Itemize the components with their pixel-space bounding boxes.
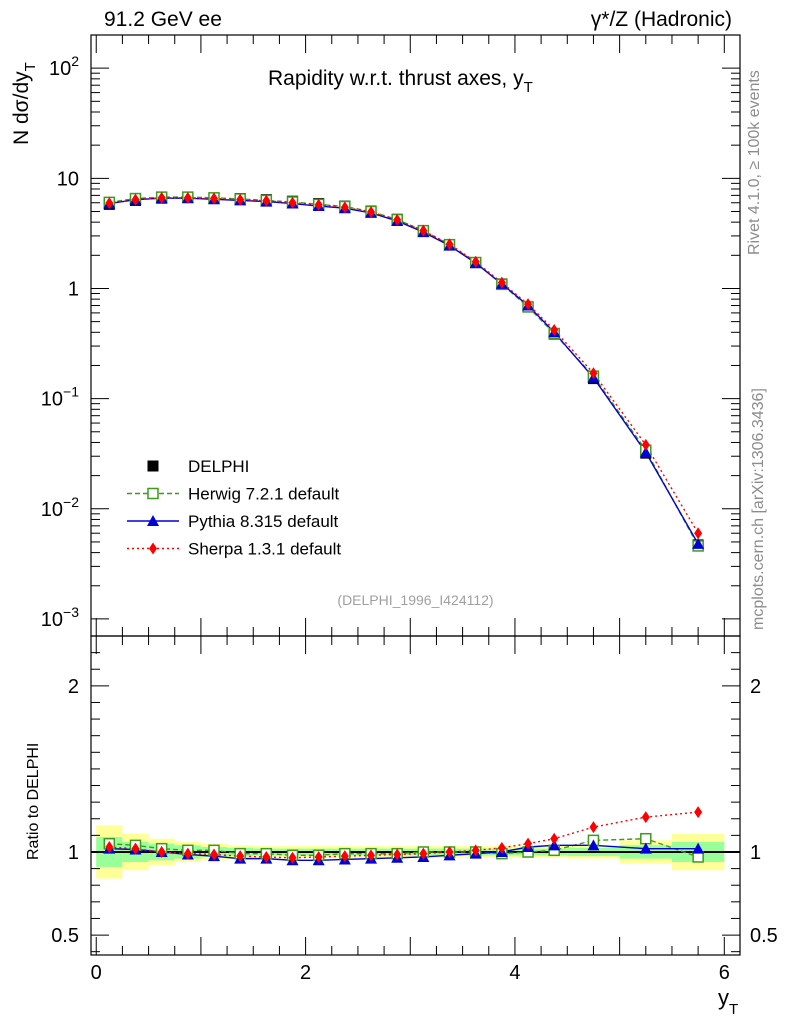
mcplots-label: mcplots.cern.ch [arXiv:1306.3436] — [750, 388, 767, 630]
sherpa-point — [262, 194, 271, 207]
ratio-y-tick-label-right: 0.5 — [750, 925, 778, 947]
sherpa-ratio-point — [314, 850, 323, 863]
ratio-y-tick-label: 2 — [68, 676, 79, 698]
sherpa-point — [209, 192, 218, 205]
sherpa-point — [393, 213, 402, 226]
sherpa-ratio-point — [131, 842, 140, 855]
x-tick-label: 2 — [300, 962, 311, 984]
sherpa-point — [367, 205, 376, 218]
sherpa-ratio-point — [694, 806, 703, 819]
sherpa-ratio-point — [393, 848, 402, 861]
sherpa-point — [105, 197, 114, 210]
sherpa-point — [497, 276, 506, 289]
sherpa-point — [641, 438, 650, 451]
sherpa-ratio-point — [367, 849, 376, 862]
y-tick-label: 10−3 — [41, 604, 79, 631]
sherpa-point — [524, 298, 533, 311]
ratio-panel-frame — [90, 635, 741, 956]
sherpa-point — [694, 527, 703, 540]
sherpa-ratio-point — [550, 832, 559, 845]
pythia-ratio-point — [548, 839, 561, 851]
sherpa-point — [471, 255, 480, 268]
rivet-version-label: Rivet 4.1.0, ≥ 100k events — [746, 70, 763, 255]
herwig-line — [109, 196, 699, 547]
x-tick-label: 4 — [509, 962, 520, 984]
ratio-y-tick-label: 1 — [68, 842, 79, 864]
sherpa-ratio-point — [262, 850, 271, 863]
pythia-ratio-point — [692, 842, 705, 854]
sherpa-ratio-point — [471, 844, 480, 857]
sherpa-point — [157, 191, 166, 204]
sherpa-point — [131, 193, 140, 206]
main-y-axis-label: N dσ/dyT — [10, 62, 39, 145]
sherpa-ratio-point — [641, 811, 650, 824]
sherpa-ratio-point — [589, 821, 598, 834]
legend-label: DELPHI — [188, 457, 249, 476]
pythia-ratio-point — [587, 839, 600, 851]
y-tick-label: 102 — [49, 53, 79, 80]
x-tick-label: 0 — [91, 962, 102, 984]
legend-label: Herwig 7.2.1 default — [188, 485, 339, 504]
ratio-y-tick-label: 0.5 — [51, 925, 79, 947]
ratio-y-tick-label-right: 2 — [750, 676, 761, 698]
sherpa-ratio-point — [157, 845, 166, 858]
legend-label: Pythia 8.315 default — [188, 512, 339, 531]
sherpa-ratio-point — [419, 847, 428, 860]
y-tick-label: 1 — [68, 278, 79, 300]
ratio-y-axis-label: Ratio to DELPHI — [25, 743, 42, 860]
sherpa-ratio-point — [445, 845, 454, 858]
sherpa-point — [236, 193, 245, 206]
sherpa-ratio-point — [236, 850, 245, 863]
x-tick-label: 6 — [719, 962, 730, 984]
pythia-point — [639, 446, 652, 458]
sherpa-ratio-point — [524, 837, 533, 850]
ratio-y-axis-label-text: Ratio to DELPHI — [25, 743, 42, 860]
main-y-axis-label-text: N dσ/dyT — [10, 62, 39, 145]
sherpa-point — [340, 201, 349, 214]
legend-marker — [147, 460, 159, 472]
sherpa-point — [445, 238, 454, 251]
herwig-ratio-point — [640, 832, 652, 845]
header-right-label: γ*/Z (Hadronic) — [590, 8, 732, 31]
sherpa-ratio-point — [497, 841, 506, 854]
sherpa-ratio-point — [105, 841, 114, 854]
sherpa-point — [288, 196, 297, 209]
y-tick-label: 10−1 — [41, 384, 79, 411]
sherpa-line — [109, 197, 699, 534]
legend-marker — [147, 515, 159, 526]
pythia-ratio-point — [639, 842, 652, 854]
herwig-ratio-line — [109, 837, 699, 858]
sherpa-point — [314, 198, 323, 211]
y-tick-label: 10−2 — [41, 494, 79, 521]
sherpa-ratio-point — [183, 847, 192, 860]
sherpa-point — [589, 367, 598, 380]
sherpa-ratio-point — [340, 850, 349, 863]
y-tick-label: 10 — [57, 168, 79, 190]
header-left-label: 91.2 GeV ee — [104, 8, 222, 31]
sherpa-point — [183, 191, 192, 204]
sherpa-ratio-point — [209, 848, 218, 861]
plot-title: Rapidity w.r.t. thrust axes, yT — [268, 67, 533, 96]
x-axis-label: yT — [718, 985, 738, 1018]
sherpa-point — [550, 323, 559, 336]
pythia-point — [692, 537, 705, 549]
sherpa-ratio-point — [288, 851, 297, 864]
analysis-watermark: (DELPHI_1996_I424112) — [337, 592, 493, 608]
legend-marker — [147, 487, 159, 500]
legend-marker — [149, 542, 157, 555]
sherpa-point — [419, 224, 428, 237]
ratio-y-tick-label-right: 1 — [750, 842, 761, 864]
legend-label: Sherpa 1.3.1 default — [188, 540, 341, 559]
